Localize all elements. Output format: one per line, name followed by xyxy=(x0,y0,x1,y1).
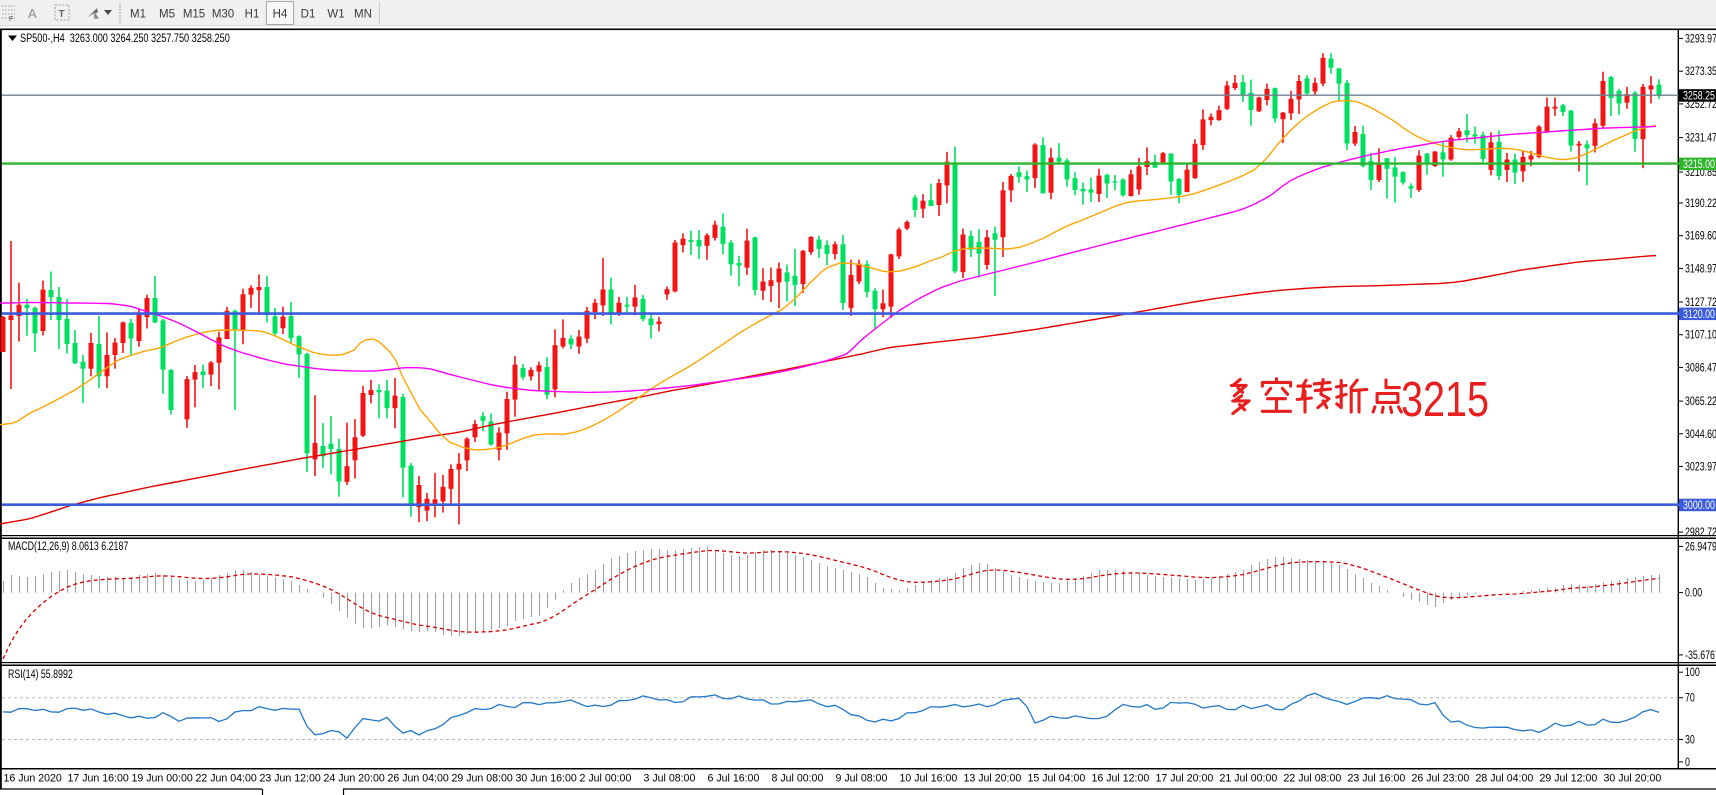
svg-text:3107.10: 3107.10 xyxy=(1685,330,1716,342)
svg-text:3120.00: 3120.00 xyxy=(1683,309,1715,321)
svg-text:3044.60: 3044.60 xyxy=(1685,429,1716,441)
svg-text:T: T xyxy=(59,9,65,20)
svg-text:3023.97: 3023.97 xyxy=(1685,461,1716,473)
svg-text:6 Jul 16:00: 6 Jul 16:00 xyxy=(708,773,760,785)
svg-text:17 Jun 16:00: 17 Jun 16:00 xyxy=(68,773,129,785)
svg-text:3 Jul 08:00: 3 Jul 08:00 xyxy=(644,773,696,785)
svg-text:8 Jul 00:00: 8 Jul 00:00 xyxy=(772,773,824,785)
svg-text:D1: D1 xyxy=(301,9,316,21)
svg-text:22 Jul 08:00: 22 Jul 08:00 xyxy=(1284,773,1342,785)
svg-text:28 Jul 04:00: 28 Jul 04:00 xyxy=(1476,773,1534,785)
svg-text:RSI(14) 55.8992: RSI(14) 55.8992 xyxy=(8,669,73,681)
svg-text:9 Jul 08:00: 9 Jul 08:00 xyxy=(836,773,888,785)
svg-text:23 Jun 12:00: 23 Jun 12:00 xyxy=(260,773,321,785)
svg-text:16 Jun 2020: 16 Jun 2020 xyxy=(4,773,62,785)
svg-text:0: 0 xyxy=(1685,757,1690,769)
svg-text:H4: H4 xyxy=(273,9,288,21)
svg-text:26 Jun 04:00: 26 Jun 04:00 xyxy=(388,773,449,785)
svg-text:29 Jul 12:00: 29 Jul 12:00 xyxy=(1540,773,1598,785)
svg-text:M30: M30 xyxy=(212,9,234,21)
svg-text:F: F xyxy=(9,16,13,23)
svg-text:3273.35: 3273.35 xyxy=(1685,66,1716,78)
svg-text:70: 70 xyxy=(1685,693,1695,705)
svg-text:3169.60: 3169.60 xyxy=(1685,231,1716,243)
svg-text:3293.97: 3293.97 xyxy=(1685,33,1716,45)
svg-text:MN: MN xyxy=(354,9,372,21)
svg-text:3065.22: 3065.22 xyxy=(1685,396,1716,408)
svg-text:30 Jun 16:00: 30 Jun 16:00 xyxy=(516,773,577,785)
svg-text:3148.97: 3148.97 xyxy=(1685,263,1716,275)
svg-text:3127.72: 3127.72 xyxy=(1685,297,1716,309)
svg-text:3086.47: 3086.47 xyxy=(1685,362,1716,374)
svg-text:3258.25: 3258.25 xyxy=(1683,90,1715,102)
svg-text:H1: H1 xyxy=(245,9,260,21)
svg-text:21 Jul 00:00: 21 Jul 00:00 xyxy=(1220,773,1278,785)
svg-text:26.9479: 26.9479 xyxy=(1685,541,1716,553)
svg-text:3215.00: 3215.00 xyxy=(1683,159,1715,171)
svg-text:30 Jul 20:00: 30 Jul 20:00 xyxy=(1604,773,1662,785)
svg-text:13 Jul 20:00: 13 Jul 20:00 xyxy=(964,773,1022,785)
svg-text:3231.47: 3231.47 xyxy=(1685,133,1716,145)
svg-text:3000.00: 3000.00 xyxy=(1683,500,1715,512)
svg-text:3252.72: 3252.72 xyxy=(1685,99,1716,111)
svg-text:16 Jul 12:00: 16 Jul 12:00 xyxy=(1092,773,1150,785)
svg-text:29 Jun 08:00: 29 Jun 08:00 xyxy=(452,773,513,785)
svg-text:30: 30 xyxy=(1685,734,1695,746)
svg-text:19 Jun 00:00: 19 Jun 00:00 xyxy=(132,773,193,785)
svg-text:M15: M15 xyxy=(183,9,205,21)
svg-text:W1: W1 xyxy=(327,9,344,21)
svg-text:10 Jul 16:00: 10 Jul 16:00 xyxy=(900,773,958,785)
svg-text:-35.6767: -35.6767 xyxy=(1685,650,1716,662)
svg-text:M5: M5 xyxy=(159,9,175,21)
svg-text:2 Jul 00:00: 2 Jul 00:00 xyxy=(580,773,632,785)
svg-text:M1: M1 xyxy=(130,9,146,21)
svg-text:26 Jul 23:00: 26 Jul 23:00 xyxy=(1412,773,1470,785)
svg-text:2982.72: 2982.72 xyxy=(1685,527,1716,539)
svg-text:100: 100 xyxy=(1685,667,1700,679)
svg-text:23 Jul 16:00: 23 Jul 16:00 xyxy=(1348,773,1406,785)
svg-text:15 Jul 04:00: 15 Jul 04:00 xyxy=(1028,773,1086,785)
svg-text:22 Jun 04:00: 22 Jun 04:00 xyxy=(196,773,257,785)
svg-text:0.00: 0.00 xyxy=(1685,588,1702,600)
svg-text:MACD(12,26,9) 8.0613 6.2187: MACD(12,26,9) 8.0613 6.2187 xyxy=(8,541,128,553)
svg-text:SP500-,H4 3263.000 3264.250 3: SP500-,H4 3263.000 3264.250 3257.750 325… xyxy=(20,32,230,46)
svg-text:17 Jul 20:00: 17 Jul 20:00 xyxy=(1156,773,1214,785)
svg-text:A: A xyxy=(28,6,37,21)
svg-text:3215: 3215 xyxy=(1401,372,1489,427)
svg-text:3190.22: 3190.22 xyxy=(1685,198,1716,210)
svg-text:24 Jun 20:00: 24 Jun 20:00 xyxy=(324,773,385,785)
